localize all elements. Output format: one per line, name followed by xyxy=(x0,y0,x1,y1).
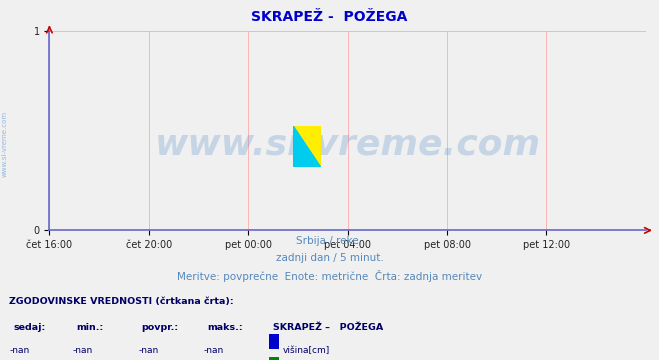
Text: min.:: min.: xyxy=(76,323,103,332)
Text: www.si-vreme.com: www.si-vreme.com xyxy=(155,127,540,162)
Text: -nan: -nan xyxy=(10,346,30,355)
Text: povpr.:: povpr.: xyxy=(142,323,179,332)
Text: www.si-vreme.com: www.si-vreme.com xyxy=(1,111,8,177)
Text: -nan: -nan xyxy=(138,346,158,355)
Text: SKRAPEŽ –   POŽEGA: SKRAPEŽ – POŽEGA xyxy=(273,323,384,332)
Text: višina[cm]: višina[cm] xyxy=(283,346,330,355)
Text: maks.:: maks.: xyxy=(208,323,243,332)
Polygon shape xyxy=(293,126,321,167)
Text: -nan: -nan xyxy=(72,346,92,355)
Text: -nan: -nan xyxy=(204,346,224,355)
Polygon shape xyxy=(293,126,321,167)
Text: Meritve: povprečne  Enote: metrične  Črta: zadnja meritev: Meritve: povprečne Enote: metrične Črta:… xyxy=(177,270,482,282)
Text: ZGODOVINSKE VREDNOSTI (črtkana črta):: ZGODOVINSKE VREDNOSTI (črtkana črta): xyxy=(9,297,233,306)
Text: SKRAPEŽ -  POŽEGA: SKRAPEŽ - POŽEGA xyxy=(251,10,408,24)
Text: Srbija / reke.: Srbija / reke. xyxy=(297,236,362,246)
Text: zadnji dan / 5 minut.: zadnji dan / 5 minut. xyxy=(275,253,384,263)
Text: sedaj:: sedaj: xyxy=(13,323,45,332)
Polygon shape xyxy=(293,126,321,167)
